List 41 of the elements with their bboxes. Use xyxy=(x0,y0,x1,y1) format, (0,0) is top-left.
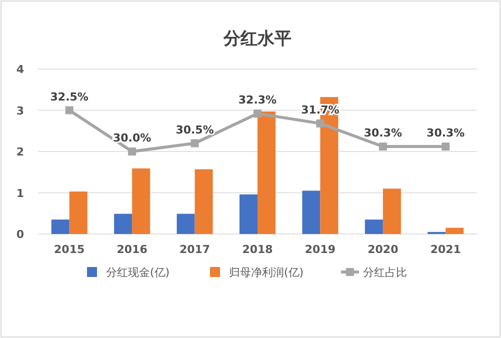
point xyxy=(378,142,387,151)
point xyxy=(442,142,450,151)
bar xyxy=(382,188,401,234)
data-label: 30.3% xyxy=(364,126,402,140)
data-label: 30.5% xyxy=(176,123,214,136)
data-label: 32.3% xyxy=(238,94,277,107)
bar xyxy=(364,220,383,234)
x-tick-label: 2018 xyxy=(242,243,273,256)
x-tick-label: 2016 xyxy=(116,243,148,256)
legend-label: 分红占比 xyxy=(363,266,407,279)
data-label: 32.5% xyxy=(50,90,88,104)
point xyxy=(128,148,136,156)
y-tick-label: 3 xyxy=(16,104,24,118)
x-tick-label: 2017 xyxy=(179,243,210,256)
y-tick-label: 0 xyxy=(16,228,24,241)
x-tick-label: 2015 xyxy=(54,243,85,256)
legend-label: 分红现金(亿) xyxy=(106,266,170,279)
bar xyxy=(194,169,213,234)
bar xyxy=(69,192,88,234)
data-label: 30.0% xyxy=(112,132,152,144)
bar xyxy=(176,214,195,234)
bar xyxy=(114,214,132,234)
x-tick-label: 2021 xyxy=(430,243,461,256)
bar xyxy=(446,228,464,234)
x-tick-label: 2019 xyxy=(304,243,336,256)
bar xyxy=(302,190,320,234)
point xyxy=(316,119,324,128)
y-tick-label: 1 xyxy=(16,186,24,200)
y-tick-label: 4 xyxy=(16,63,24,76)
y-tick-label: 2 xyxy=(16,146,24,158)
bar xyxy=(258,111,276,234)
bar xyxy=(240,194,258,234)
chart-title: 分红水平 xyxy=(222,29,292,49)
point xyxy=(254,110,262,118)
bar xyxy=(132,168,150,234)
legend-label: 归母净利润(亿) xyxy=(229,266,304,279)
x-tick-label: 2020 xyxy=(368,243,399,256)
data-label: 30.3% xyxy=(426,126,465,140)
point xyxy=(190,139,199,148)
bar xyxy=(51,220,70,234)
point xyxy=(65,106,74,114)
